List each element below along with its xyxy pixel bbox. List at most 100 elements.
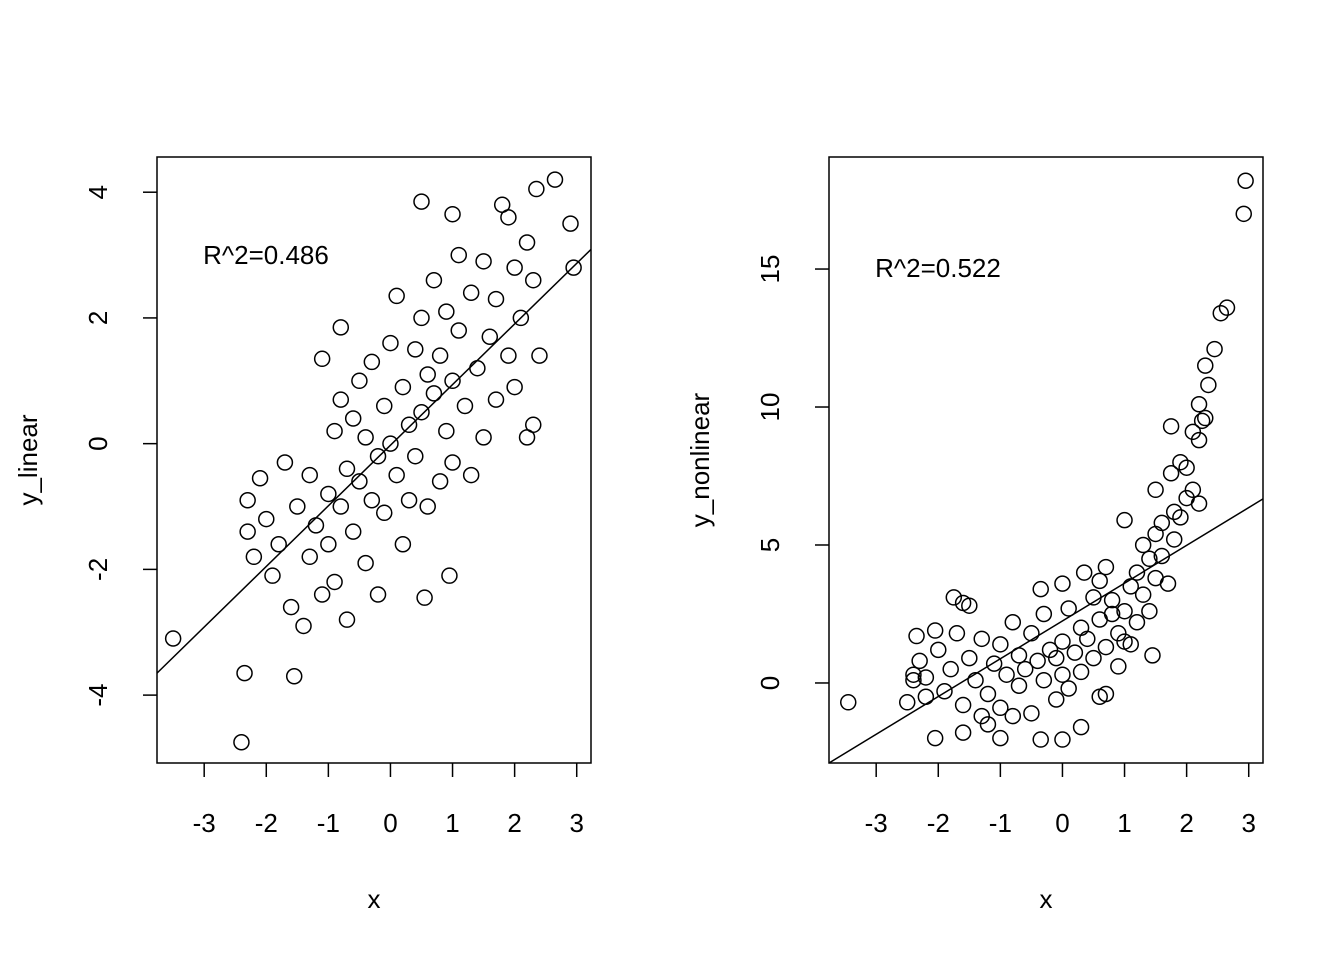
point xyxy=(1072,718,1090,736)
point xyxy=(1193,412,1211,430)
point xyxy=(1032,580,1049,598)
point xyxy=(344,523,362,540)
point xyxy=(369,586,387,603)
point xyxy=(1190,396,1208,413)
point xyxy=(320,485,337,503)
point xyxy=(425,385,443,402)
point xyxy=(1159,575,1177,592)
point xyxy=(1165,503,1183,521)
point xyxy=(1200,376,1217,394)
point xyxy=(973,630,990,648)
point xyxy=(1122,636,1140,653)
point xyxy=(518,234,536,251)
point xyxy=(1190,495,1208,512)
point xyxy=(546,171,564,188)
point xyxy=(1147,525,1164,543)
point xyxy=(930,641,947,659)
point xyxy=(444,372,461,390)
x-tick-label: 1 xyxy=(445,808,459,838)
point xyxy=(998,666,1015,683)
point xyxy=(1060,680,1077,697)
y-tick-label: 0 xyxy=(83,436,113,450)
y-tick-label: 15 xyxy=(755,255,785,284)
point xyxy=(1237,172,1254,189)
point xyxy=(236,664,253,682)
point xyxy=(282,598,300,616)
x-tick-label: 3 xyxy=(1241,808,1255,838)
point xyxy=(1178,459,1195,476)
point xyxy=(1097,685,1115,703)
point xyxy=(1235,205,1253,223)
point xyxy=(487,391,505,408)
x-tick-label: -3 xyxy=(193,808,216,838)
point xyxy=(1072,663,1090,681)
point xyxy=(1172,509,1189,526)
point xyxy=(979,716,997,733)
point xyxy=(1206,340,1223,358)
x-tick-label: 3 xyxy=(569,808,583,838)
fit-line xyxy=(156,248,592,674)
point xyxy=(164,630,182,647)
point xyxy=(487,290,505,308)
point xyxy=(258,510,275,528)
point xyxy=(431,473,449,490)
point xyxy=(270,535,287,553)
point xyxy=(375,504,393,522)
point xyxy=(313,350,331,368)
point xyxy=(1016,660,1034,678)
annotation: R^2=0.522 xyxy=(875,253,1001,283)
point xyxy=(1075,564,1093,581)
point xyxy=(419,498,436,515)
point xyxy=(905,666,922,683)
point xyxy=(1041,641,1059,659)
point xyxy=(1212,304,1230,322)
point xyxy=(1197,357,1214,374)
point xyxy=(1054,575,1071,592)
point xyxy=(438,422,455,440)
point xyxy=(357,429,374,446)
y-tick-label: 4 xyxy=(83,185,113,199)
point xyxy=(1218,299,1236,316)
point xyxy=(1047,649,1065,667)
x-tick-label: 0 xyxy=(383,808,397,838)
point xyxy=(307,517,325,534)
point xyxy=(233,734,250,751)
y-tick-label: -2 xyxy=(83,558,113,581)
point xyxy=(562,215,579,232)
point xyxy=(400,491,418,509)
point xyxy=(394,535,412,553)
point xyxy=(565,259,582,276)
point xyxy=(911,652,928,670)
point xyxy=(344,410,362,427)
point xyxy=(388,466,405,484)
point xyxy=(441,567,458,584)
point xyxy=(332,498,350,515)
point xyxy=(992,636,1009,653)
point xyxy=(1134,586,1152,603)
point xyxy=(444,205,461,223)
point xyxy=(1184,423,1202,441)
point xyxy=(475,429,492,446)
point xyxy=(1091,572,1108,590)
point xyxy=(1054,666,1071,683)
point xyxy=(1141,550,1158,568)
x-tick-label: -2 xyxy=(927,808,950,838)
point xyxy=(416,589,433,606)
point xyxy=(506,259,523,276)
point xyxy=(967,671,984,689)
point xyxy=(357,554,374,572)
point xyxy=(985,655,1003,672)
point xyxy=(1110,625,1127,642)
point xyxy=(413,309,430,327)
point xyxy=(1091,611,1108,628)
point xyxy=(369,447,387,465)
point xyxy=(1097,558,1115,576)
x-tick-label: -3 xyxy=(865,808,888,838)
point xyxy=(456,397,474,415)
point xyxy=(1035,605,1053,623)
point xyxy=(285,667,303,685)
x-tick-label: -2 xyxy=(255,808,278,838)
point xyxy=(1054,633,1071,650)
point xyxy=(444,454,461,471)
point xyxy=(1153,514,1171,532)
